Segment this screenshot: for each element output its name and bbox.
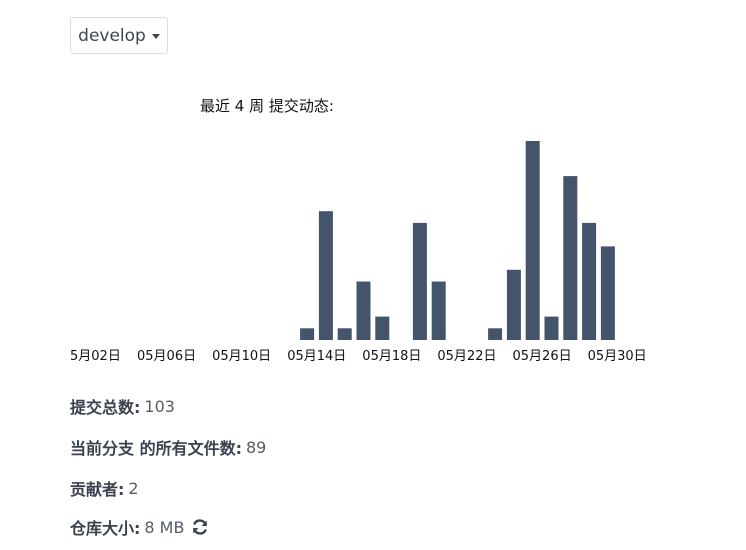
chart-title: 最近 4 周 提交动态: (200, 97, 334, 115)
stat-commits-label: 提交总数: (70, 398, 141, 417)
bar-05-20 (412, 222, 427, 340)
stat-commits: 提交总数: 103 (70, 394, 175, 418)
bar-05-30 (600, 246, 615, 340)
stat-files-value: 89 (245, 437, 267, 457)
bar-05-25 (506, 269, 521, 340)
stat-repo-size-value: 8 MB (144, 517, 185, 537)
stat-repo-size-label: 仓库大小: (70, 519, 141, 538)
bar-05-29 (582, 222, 597, 340)
bar-05-21 (431, 281, 446, 340)
commit-activity-chart: 5月02日 05月06日 05月10日 05月14日 05月18日 05月22日 05月26… (70, 141, 647, 364)
caret-down-icon (151, 34, 160, 39)
stat-contributors: 贡献者: 2 (70, 476, 139, 500)
bar-05-28 (563, 176, 578, 340)
bar-05-16 (337, 328, 352, 340)
stat-contributors-label: 贡献者: (70, 480, 125, 499)
branch-select-button[interactable]: develop (70, 17, 168, 54)
bar-05-14 (300, 328, 315, 340)
bar-05-24 (488, 328, 503, 340)
stat-files: 当前分支 的所有文件数: 89 (70, 435, 266, 459)
bar-05-15 (318, 211, 333, 340)
stat-contributors-value: 2 (128, 478, 139, 498)
bar-05-17 (356, 281, 371, 340)
x-tick-label: 05月06日 (137, 349, 196, 364)
x-tick-label: 05月26日 (513, 349, 572, 364)
x-tick-label: 05月22日 (437, 349, 496, 364)
bar-05-27 (544, 316, 559, 340)
x-tick-label: 05月10日 (212, 349, 271, 364)
stat-repo-size: 仓库大小: 8 MB (70, 515, 209, 539)
stat-files-label: 当前分支 的所有文件数: (70, 439, 242, 458)
refresh-icon[interactable] (191, 518, 209, 536)
bar-05-26 (525, 141, 540, 340)
stat-commits-value: 103 (144, 396, 175, 416)
x-tick-label: 05月18日 (362, 349, 421, 364)
x-tick-label: 05月14日 (287, 349, 346, 364)
bar-05-18 (375, 316, 390, 340)
x-tick-label: 5月02日 (70, 349, 121, 364)
branch-name: develop (78, 25, 146, 46)
x-tick-label: 05月30日 (588, 349, 647, 364)
